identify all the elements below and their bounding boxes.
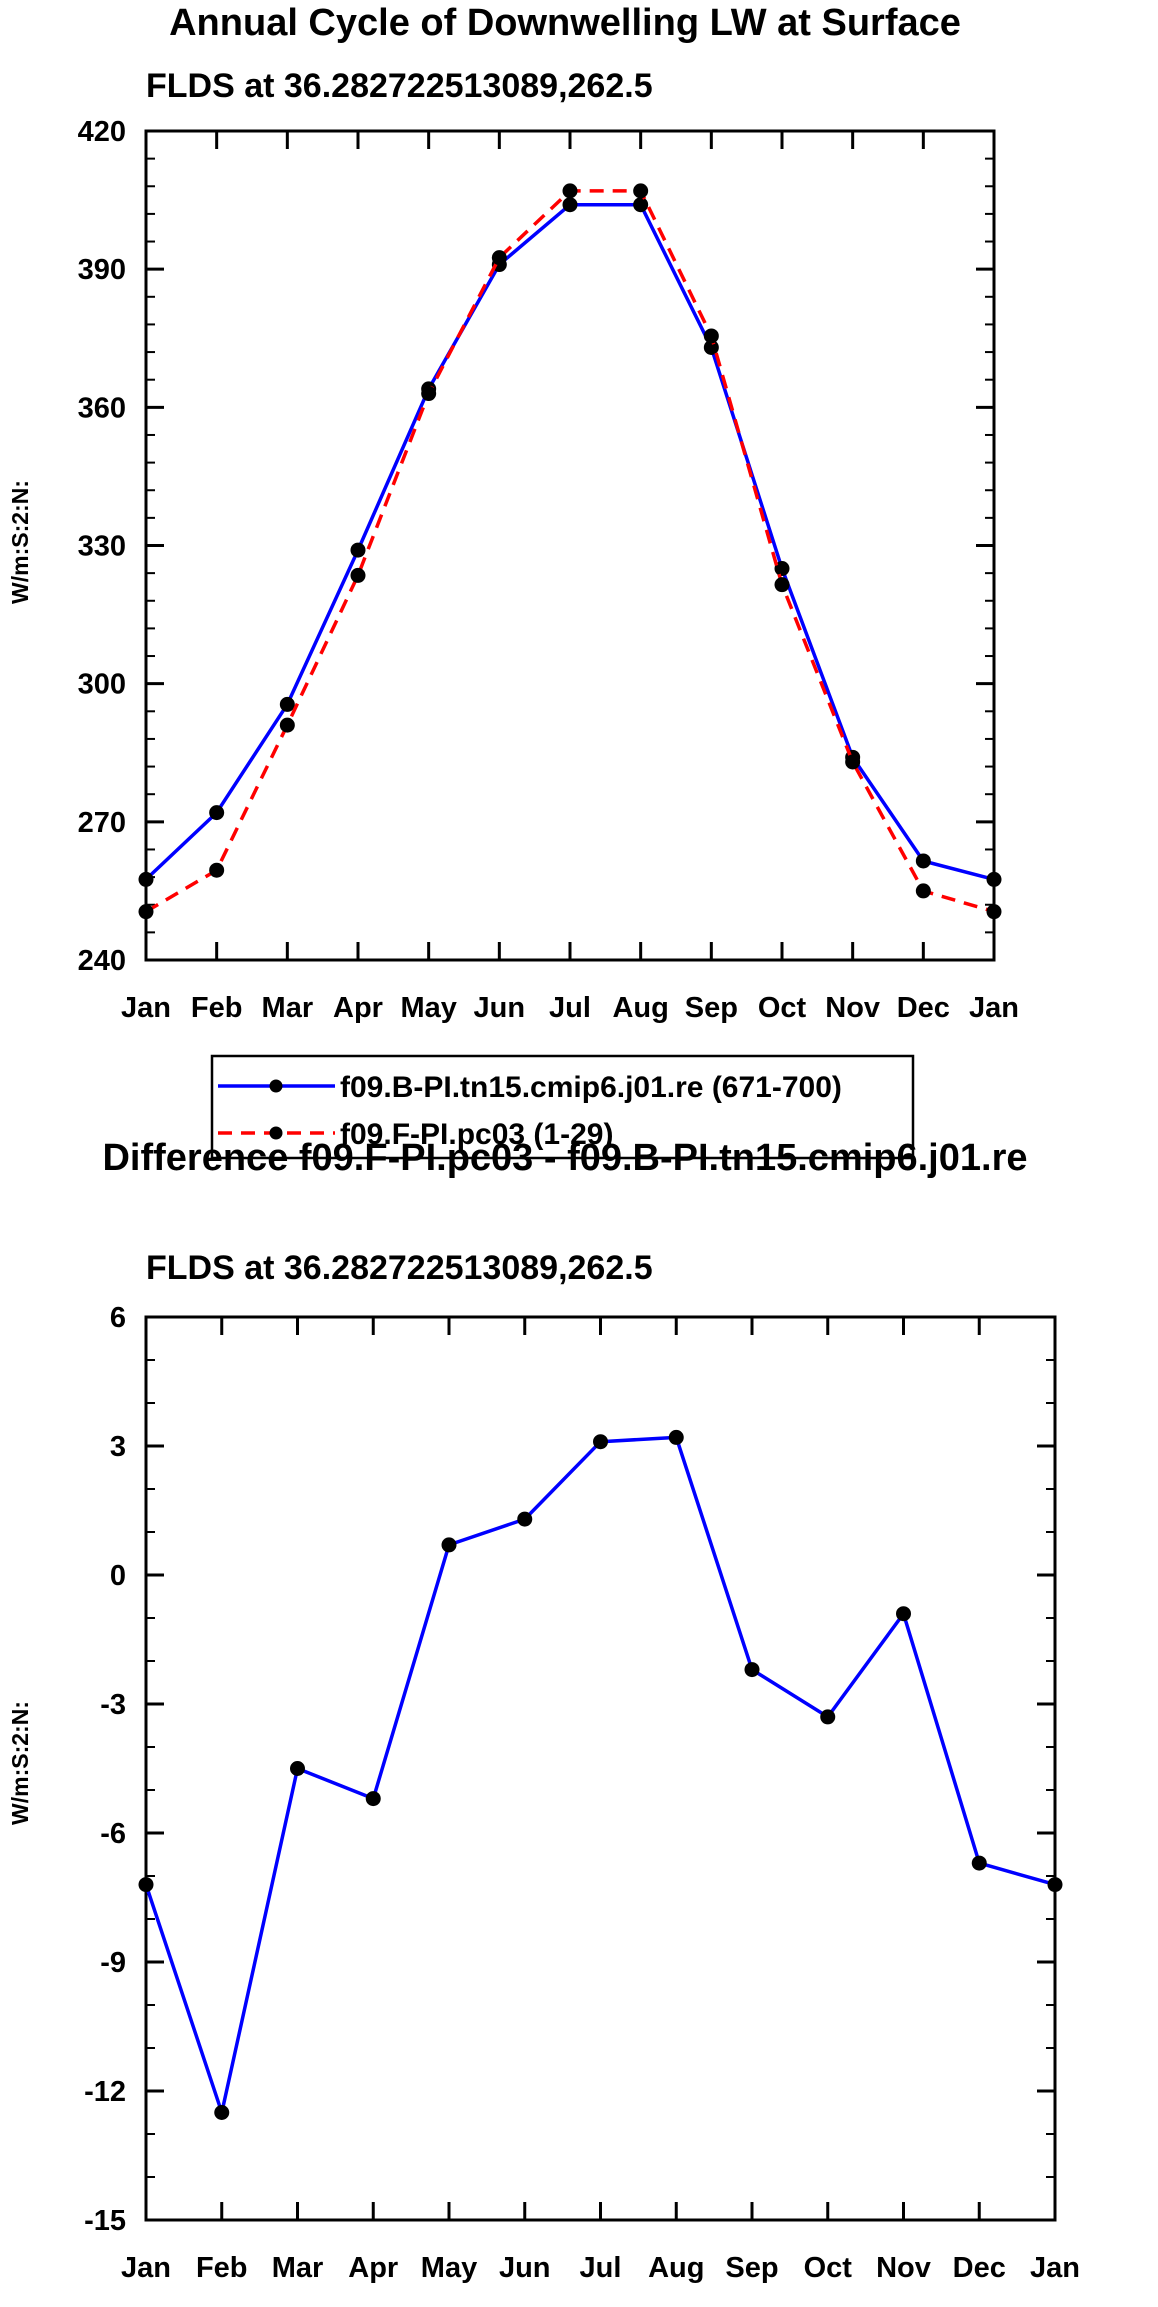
x-tick-label: Oct [804,2252,853,2284]
data-point [214,2105,230,2120]
x-tick-label: Jan [1030,2252,1080,2284]
chart-subtitle: FLDS at 36.282722513089,262.5 [146,1249,653,1287]
plot-area: 240 270 300 330 360 390 420 Jan Feb Mar Apr May Jun J… [78,116,1019,1024]
data-point [633,183,649,199]
data-point [820,1709,836,1725]
data-point [668,1429,684,1445]
data-point [971,1855,987,1871]
data-point [896,1606,911,1622]
y-tick-label: -9 [100,1947,126,1979]
y-tick-label: 300 [78,669,126,701]
data-point [593,1434,608,1450]
y-tick-label: 390 [78,254,126,286]
x-tick-label: Aug [612,992,668,1024]
data-point [986,871,1002,887]
x-tick-label: Jan [121,2252,171,2284]
data-point [703,328,719,344]
x-tick-label: Feb [196,2252,248,2284]
legend-label-pc03: f09.F-PI.pc03 (1-29) [340,1118,613,1151]
y-tick-label: -12 [84,2076,126,2108]
y-tick-label: -3 [100,1689,126,1721]
annual-cycle-panel: Annual Cycle of Downwelling LW at Surfac… [7,2,1019,1160]
x-tick-label: Apr [333,992,383,1024]
x-tick-label: Jan [121,992,171,1024]
data-point [138,871,154,887]
data-point [350,542,366,558]
data-point [290,1761,305,1776]
data-point [562,183,578,199]
x-tick-label: May [400,992,456,1024]
x-tick-label: Jul [580,2252,622,2284]
legend-label-model: f09.B-PI.tn15.cmip6.j01.re (671-700) [340,1071,842,1104]
x-tick-label: Feb [191,992,243,1024]
plot-area: -15 -12 -9 -6 -3 0 3 6 Jan Feb Mar Apr May Jun Jul Aug S… [84,1302,1080,2284]
data-point [774,561,790,577]
y-tick-label: 0 [110,1560,126,1592]
data-point [915,853,931,869]
plot-frame [144,1315,1057,2222]
x-tick-label: Jul [549,992,591,1024]
data-point [845,754,861,770]
chart-title: Annual Cycle of Downwelling LW at Surfac… [169,2,961,44]
x-tick-label: Mar [272,2252,324,2284]
y-axis-label: W/m:S:2:N: [7,1701,33,1825]
data-point [365,1791,381,1807]
x-tick-label: Sep [725,2252,778,2284]
data-point [1047,1877,1063,1893]
legend-marker-model [269,1079,283,1093]
data-point [138,904,154,920]
series-line [144,1435,1056,2115]
data-point [209,805,225,821]
plot-frame [144,129,996,962]
x-tick-label: Oct [758,992,807,1024]
data-point [517,1511,533,1527]
data-point [279,717,295,733]
x-tick-label: Nov [825,992,880,1024]
y-tick-label: -15 [84,2205,126,2237]
data-point [774,577,790,593]
legend: f09.B-PI.tn15.cmip6.j01.re (671-700) f09… [210,1054,915,1160]
y-tick-label: 6 [110,1302,126,1334]
x-tick-label: Jun [474,992,526,1024]
data-point [744,1662,760,1678]
data-point [209,862,225,878]
series-line [144,202,995,882]
chart-subtitle: FLDS at 36.282722513089,262.5 [146,67,653,105]
data-point [421,386,437,402]
chart-title: Difference f09.F-PI.pc03 - f09.B-PI.tn15… [102,1137,1027,1179]
x-tick-label: Dec [897,992,950,1024]
series-line [145,189,995,914]
data-point [441,1537,457,1553]
x-tick-label: Nov [876,2252,931,2284]
data-point [350,567,366,583]
y-tick-label: 270 [78,807,126,839]
x-tick-label: Dec [953,2252,1006,2284]
y-axis-label: W/m:S:2:N: [7,480,33,604]
y-tick-label: -6 [100,1818,126,1850]
data-point [138,1877,154,1893]
y-tick-label: 240 [78,945,126,977]
data-point [633,197,649,213]
legend-marker-pc03 [269,1126,283,1140]
y-tick-label: 3 [110,1431,126,1463]
data-point [562,197,578,213]
y-tick-label: 330 [78,531,126,563]
data-point [279,696,295,712]
x-tick-label: Aug [648,2252,704,2284]
x-tick-label: May [421,2252,477,2284]
x-tick-label: Sep [685,992,738,1024]
x-tick-label: Apr [348,2252,398,2284]
x-tick-label: Jun [499,2252,551,2284]
data-point [986,904,1002,920]
y-tick-label: 360 [78,392,126,424]
x-tick-label: Mar [262,992,314,1024]
data-point [491,250,507,266]
y-tick-label: 420 [78,116,126,148]
x-tick-label: Jan [969,992,1019,1024]
difference-panel: Difference f09.F-PI.pc03 - f09.B-PI.tn15… [7,1137,1080,2284]
data-point [915,883,931,899]
legend-box [210,1054,915,1160]
